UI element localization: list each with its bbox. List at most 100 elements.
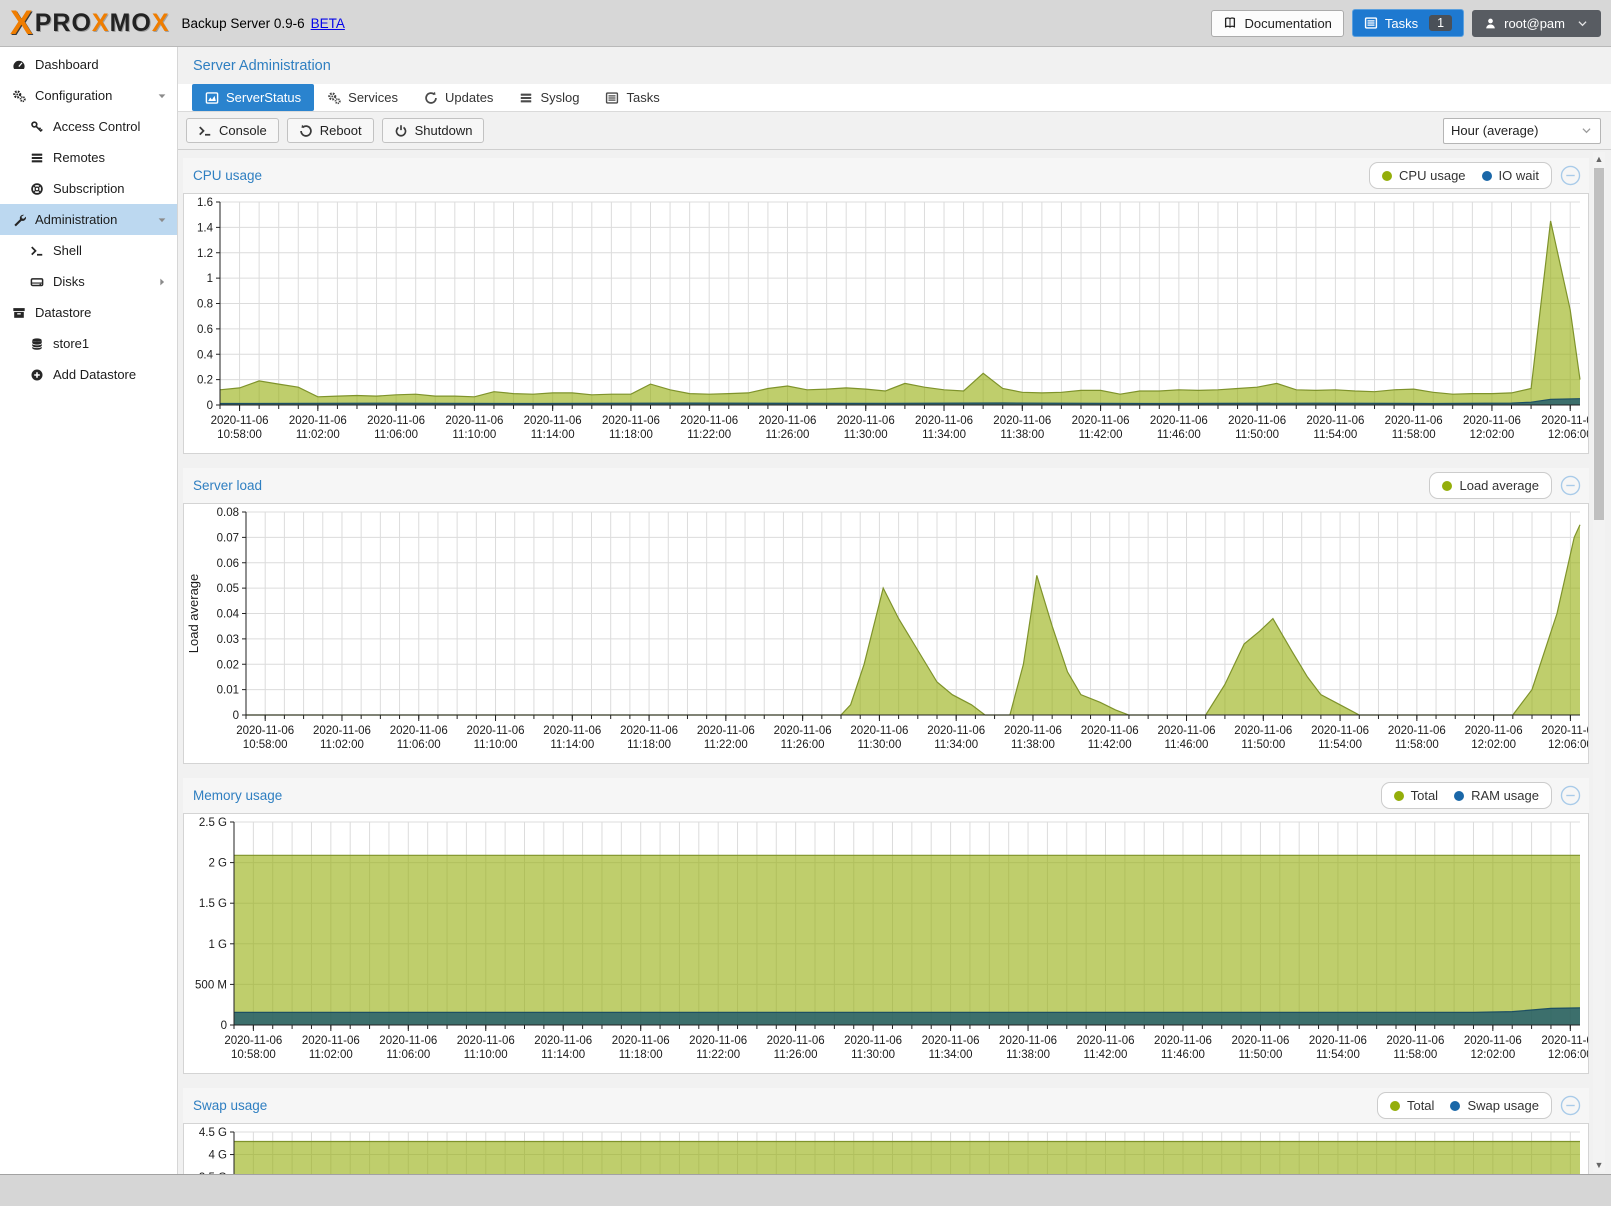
shutdown-button[interactable]: Shutdown	[381, 118, 485, 143]
console-button[interactable]: Console	[186, 118, 279, 143]
sidebar-item-add-datastore[interactable]: Add Datastore	[0, 359, 177, 390]
svg-text:2020-11-06: 2020-11-06	[697, 725, 755, 737]
svg-text:2020-11-06: 2020-11-06	[612, 1035, 670, 1047]
sidebar-item-access-control[interactable]: Access Control	[0, 111, 177, 142]
legend-dot-icon	[1389, 1100, 1400, 1111]
svg-text:11:50:00: 11:50:00	[1241, 739, 1285, 751]
sidebar-item-label: Subscription	[53, 181, 125, 196]
legend-label: Total	[1406, 1098, 1435, 1113]
legend-item-load-average[interactable]: Load average	[1442, 478, 1539, 493]
svg-text:11:18:00: 11:18:00	[609, 429, 653, 441]
svg-text:2020-11-06: 2020-11-06	[467, 725, 525, 737]
scroll-up-arrow-icon[interactable]: ▲	[1594, 154, 1604, 164]
tab-bar: ServerStatus Services Updates Syslog Tasks	[178, 84, 1611, 112]
svg-text:12:02:00: 12:02:00	[1471, 739, 1516, 751]
svg-text:1.5 G: 1.5 G	[199, 898, 227, 910]
time-range-select[interactable]: Hour (average)	[1443, 117, 1601, 144]
svg-text:11:38:00: 11:38:00	[1000, 429, 1044, 441]
proxmox-logo-mark: X	[10, 4, 33, 42]
svg-text:2020-11-06: 2020-11-06	[390, 725, 448, 737]
tab-services[interactable]: Services	[314, 84, 411, 111]
svg-text:0.2: 0.2	[197, 375, 213, 387]
svg-text:4.5 G: 4.5 G	[199, 1127, 227, 1139]
scroll-down-arrow-icon[interactable]: ▼	[1594, 1160, 1604, 1170]
collapse-panel-icon[interactable]	[1560, 785, 1581, 806]
sidebar-item-disks[interactable]: Disks	[0, 266, 177, 297]
chevron-down-icon[interactable]	[156, 90, 168, 102]
tab-label: Syslog	[540, 90, 580, 105]
tasks-count-badge: 1	[1429, 15, 1453, 31]
collapse-panel-icon[interactable]	[1560, 475, 1581, 496]
reboot-button[interactable]: Reboot	[286, 118, 374, 143]
tab-label: ServerStatus	[226, 90, 302, 105]
legend-item-ram-usage[interactable]: RAM usage	[1454, 788, 1539, 803]
documentation-button[interactable]: Documentation	[1211, 9, 1344, 37]
svg-text:11:14:00: 11:14:00	[531, 429, 575, 441]
collapse-panel-icon[interactable]	[1560, 1095, 1581, 1116]
toolbar-button-label: Reboot	[319, 123, 362, 138]
svg-text:11:54:00: 11:54:00	[1316, 1049, 1360, 1061]
svg-text:11:14:00: 11:14:00	[550, 739, 594, 751]
svg-text:11:34:00: 11:34:00	[922, 429, 966, 441]
top-right-buttons: Documentation Tasks 1 root@pam	[1211, 9, 1601, 37]
sidebar-item-remotes[interactable]: Remotes	[0, 142, 177, 173]
server-load-legend: Load average	[1429, 472, 1552, 499]
legend-item-total[interactable]: Total	[1389, 1098, 1435, 1113]
tasks-button[interactable]: Tasks 1	[1351, 9, 1465, 37]
cpu-usage-legend: CPU usage IO wait	[1369, 162, 1552, 189]
svg-text:11:30:00: 11:30:00	[844, 429, 888, 441]
sidebar-item-datastore[interactable]: Datastore	[0, 297, 177, 328]
svg-text:2020-11-06: 2020-11-06	[1388, 725, 1446, 737]
sidebar-item-store1[interactable]: store1	[0, 328, 177, 359]
server-load-panel: Server load Load average 0 0.01 0.02 0.03 0.04…	[183, 468, 1589, 764]
sidebar-item-configuration[interactable]: Configuration	[0, 80, 177, 111]
time-range-value: Hour (average)	[1451, 123, 1539, 138]
svg-text:11:38:00: 11:38:00	[1011, 739, 1055, 751]
sidebar-item-subscription[interactable]: Subscription	[0, 173, 177, 204]
toolbar: Console Reboot Shutdown Hour (average)	[178, 112, 1611, 150]
svg-text:11:58:00: 11:58:00	[1393, 1049, 1437, 1061]
terminal-icon	[28, 244, 45, 258]
svg-text:2020-11-06: 2020-11-06	[1150, 415, 1208, 427]
tab-tasks[interactable]: Tasks	[592, 84, 672, 111]
user-menu-button[interactable]: root@pam	[1472, 9, 1601, 37]
svg-text:2020-11-06: 2020-11-06	[993, 415, 1051, 427]
cpu-usage-panel-header: CPU usage CPU usage IO wait	[183, 158, 1589, 193]
svg-text:11:46:00: 11:46:00	[1165, 739, 1209, 751]
svg-text:11:22:00: 11:22:00	[687, 429, 731, 441]
legend-dot-icon	[1450, 1100, 1461, 1111]
svg-text:2020-11-06: 2020-11-06	[1386, 1035, 1444, 1047]
svg-text:11:58:00: 11:58:00	[1395, 739, 1439, 751]
chevron-down-icon[interactable]	[156, 214, 168, 226]
legend-item-total[interactable]: Total	[1393, 788, 1438, 803]
svg-text:11:26:00: 11:26:00	[781, 739, 825, 751]
svg-text:11:50:00: 11:50:00	[1238, 1049, 1282, 1061]
sidebar-item-dashboard[interactable]: Dashboard	[0, 49, 177, 80]
database-icon	[28, 337, 45, 351]
legend-item-cpu-usage[interactable]: CPU usage	[1382, 168, 1466, 183]
sidebar-item-shell[interactable]: Shell	[0, 235, 177, 266]
legend-item-swap-usage[interactable]: Swap usage	[1450, 1098, 1539, 1113]
svg-text:0.07: 0.07	[217, 532, 239, 544]
collapse-panel-icon[interactable]	[1560, 165, 1581, 186]
vertical-scrollbar[interactable]: ▲ ▼	[1593, 152, 1605, 1172]
svg-text:2020-11-06: 2020-11-06	[844, 1035, 902, 1047]
tab-updates[interactable]: Updates	[411, 84, 506, 111]
svg-text:10:58:00: 10:58:00	[243, 739, 288, 751]
svg-text:11:06:00: 11:06:00	[374, 429, 418, 441]
beta-link[interactable]: BETA	[310, 15, 345, 31]
tab-syslog[interactable]: Syslog	[506, 84, 592, 111]
legend-item-io-wait[interactable]: IO wait	[1481, 168, 1539, 183]
gears-icon	[327, 91, 341, 105]
svg-text:2020-11-06: 2020-11-06	[1463, 415, 1521, 427]
svg-text:2020-11-06: 2020-11-06	[1072, 415, 1130, 427]
chevron-right-icon[interactable]	[156, 276, 168, 288]
svg-text:10:58:00: 10:58:00	[217, 429, 262, 441]
tab-serverstatus[interactable]: ServerStatus	[192, 84, 315, 111]
scrollbar-thumb[interactable]	[1594, 168, 1604, 520]
sidebar-item-administration[interactable]: Administration	[0, 204, 177, 235]
svg-text:1 G: 1 G	[208, 939, 227, 951]
server-load-chart: 0 0.01 0.02 0.03 0.04 0.05 0.06 0.07 0.08 2020-11…	[186, 507, 1588, 751]
